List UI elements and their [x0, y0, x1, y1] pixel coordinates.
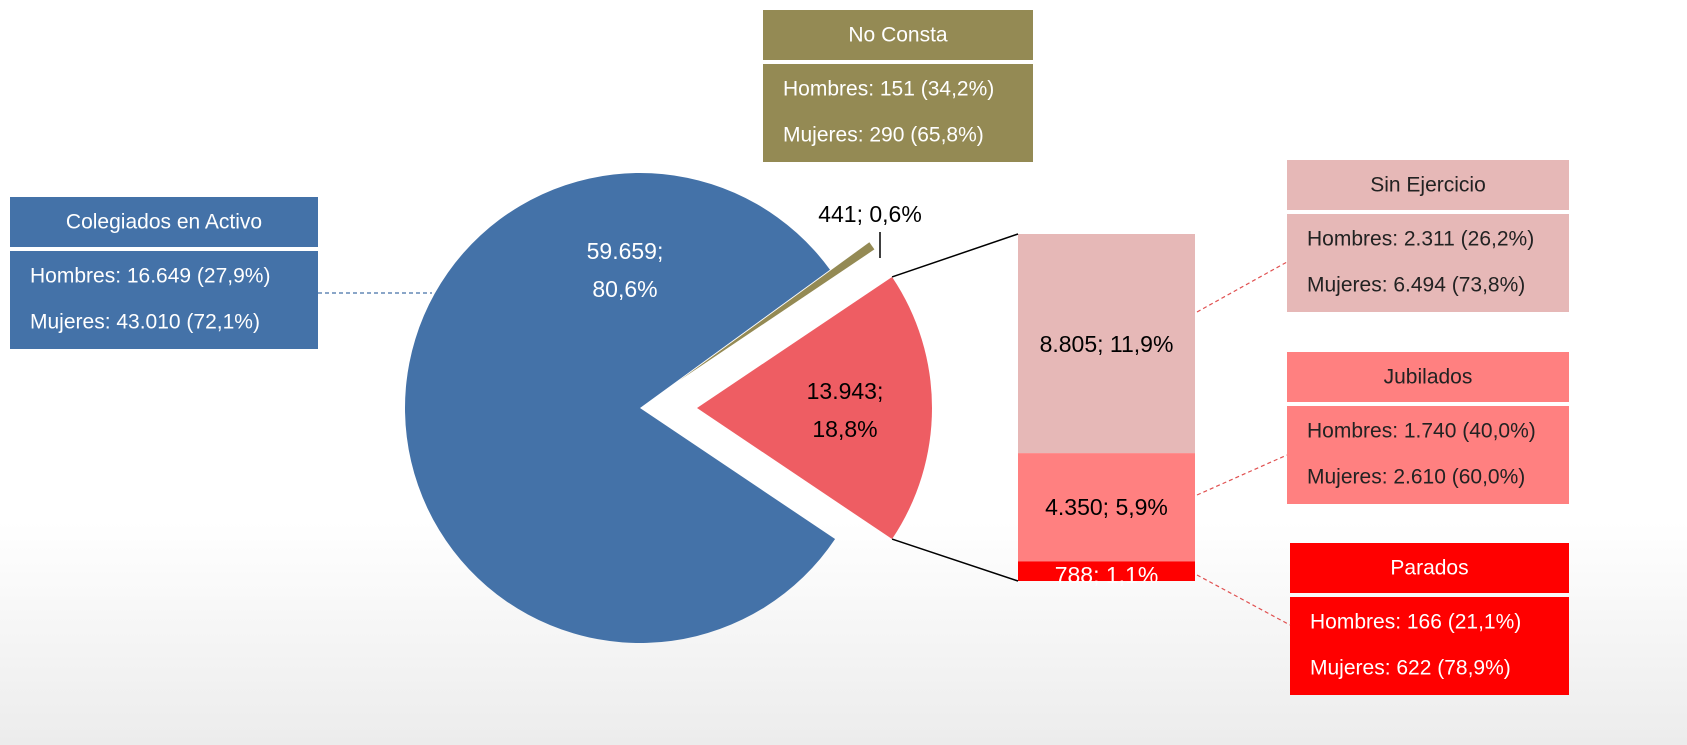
data-label: 8.805; 11,9% — [1039, 330, 1174, 357]
box-title-bg — [1287, 160, 1569, 210]
box-line: Hombres: 16.649 (27,9%) — [30, 265, 270, 288]
bar-segment — [1018, 453, 1195, 562]
leader-line — [1196, 454, 1288, 496]
box-line: Hombres: 2.311 (26,2%) — [1307, 228, 1534, 251]
leader-line — [1196, 261, 1288, 313]
box-line: Hombres: 166 (21,1%) — [1310, 611, 1521, 634]
box-line: Hombres: 1.740 (40,0%) — [1307, 420, 1536, 443]
box-line: Mujeres: 622 (78,9%) — [1310, 657, 1511, 680]
box-title-bg — [1287, 352, 1569, 402]
box-title: No Consta — [848, 24, 948, 47]
box-title-bg — [763, 10, 1033, 60]
data-label: 13.943; 18,8% — [806, 378, 884, 442]
box-title-bg — [10, 197, 318, 247]
pie-slice — [405, 173, 836, 644]
box-line: Hombres: 151 (34,2%) — [783, 78, 994, 101]
box-body-bg — [1287, 214, 1569, 312]
data-label: 59.659; 80,6% — [586, 238, 664, 302]
box-line: Mujeres: 290 (65,8%) — [783, 124, 984, 147]
connector — [891, 233, 1019, 278]
box-body-bg — [763, 64, 1033, 162]
box-title: Jubilados — [1384, 366, 1473, 389]
box-line: Mujeres: 43.010 (72,1%) — [30, 311, 260, 334]
data-label: 4.350; 5,9% — [1045, 494, 1168, 521]
data-label: 441; 0,6% — [818, 201, 922, 227]
data-label: 788; 1,1% — [1054, 562, 1159, 589]
pie-slice — [697, 276, 932, 540]
box-title: Sin Ejercicio — [1370, 174, 1486, 197]
box-body-bg — [10, 251, 318, 349]
box-title-bg — [1290, 543, 1569, 593]
bar-segment — [1018, 234, 1195, 454]
leader-line — [1196, 574, 1291, 626]
connector — [891, 538, 1019, 582]
box-body-bg — [1287, 406, 1569, 504]
box-title: Colegiados en Activo — [66, 211, 262, 234]
box-body-bg — [1290, 597, 1569, 695]
box-line: Mujeres: 6.494 (73,8%) — [1307, 274, 1525, 297]
pie-slice — [679, 242, 875, 381]
bar-segment — [1018, 561, 1195, 581]
box-title: Parados — [1390, 557, 1468, 580]
box-line: Mujeres: 2.610 (60,0%) — [1307, 466, 1525, 489]
